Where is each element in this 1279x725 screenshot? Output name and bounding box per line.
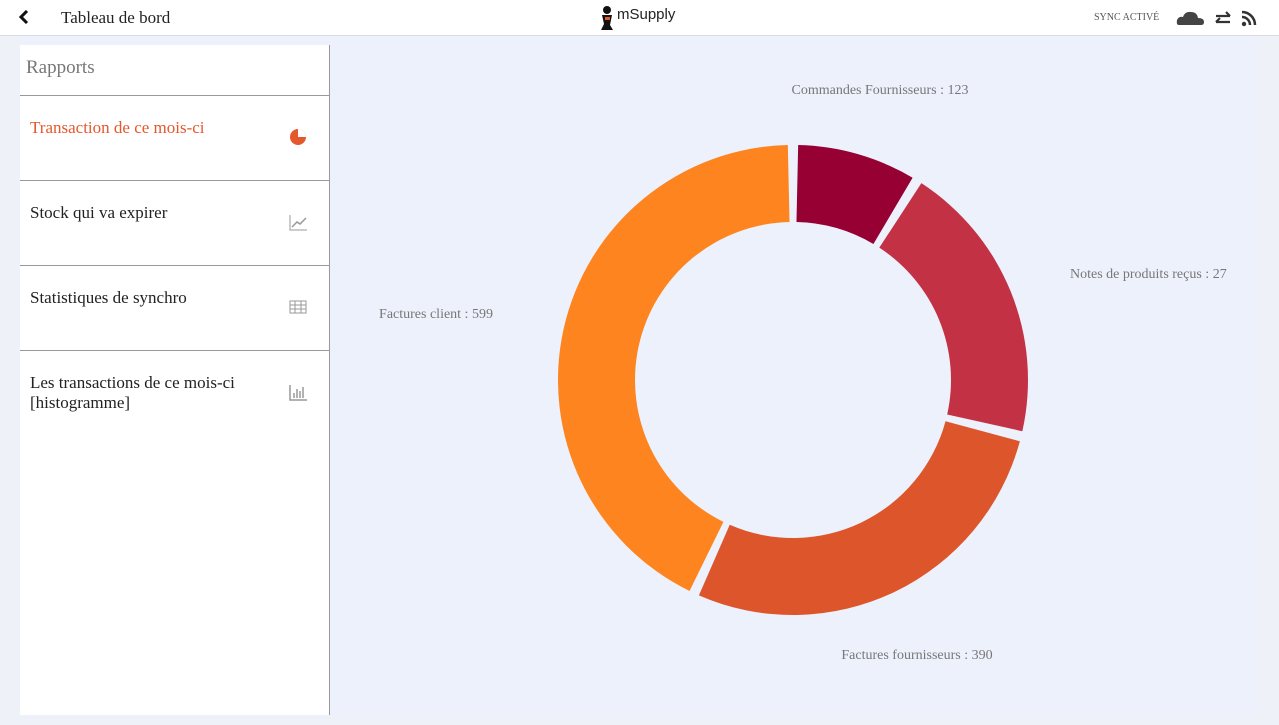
sync-status: SYNC ACTIVÉ: [1094, 12, 1160, 23]
page-title: Tableau de bord: [61, 8, 171, 27]
logo: mSupply: [617, 6, 676, 23]
header: Tableau de bord mSupply SYNC ACTIVÉ: [0, 0, 1279, 36]
sidebar-item-label: Statistiques de synchro: [30, 288, 187, 307]
sidebar-item[interactable]: Stock qui va expirer: [20, 181, 329, 266]
sidebar: Rapports Transaction de ce mois-ci Stock …: [20, 45, 330, 715]
status-icons: [1176, 10, 1257, 27]
slice-label: Commandes Fournisseurs : 123: [792, 83, 969, 98]
sidebar-item[interactable]: Statistiques de synchro: [20, 266, 329, 351]
chart: Commandes Fournisseurs : 123 Notes de pro…: [379, 83, 1227, 663]
slice: [558, 145, 790, 591]
sidebar-title: Rapports: [20, 45, 329, 96]
logo-icon: [601, 6, 613, 30]
slice: [698, 421, 1020, 615]
slice-label: Factures fournisseurs : 390: [841, 648, 992, 663]
sidebar-item[interactable]: Transaction de ce mois-ci: [20, 96, 329, 181]
slice: [879, 183, 1028, 432]
sidebar-item-label: Les transactions de ce mois-ci [histogra…: [30, 373, 235, 412]
item-icon: [289, 300, 307, 314]
sidebar-item-label: Stock qui va expirer: [30, 203, 168, 222]
sidebar-item[interactable]: Les transactions de ce mois-ci [histogra…: [20, 351, 329, 436]
slice-label: Factures client : 599: [379, 307, 493, 322]
item-icon: [289, 215, 307, 231]
slice: [796, 145, 913, 244]
back-button[interactable]: [18, 10, 30, 24]
slice-label: Notes de produits reçus : 27: [1070, 267, 1227, 282]
item-icon: [290, 129, 306, 145]
item-icon: [289, 385, 307, 401]
sidebar-item-label: Transaction de ce mois-ci: [30, 118, 205, 137]
